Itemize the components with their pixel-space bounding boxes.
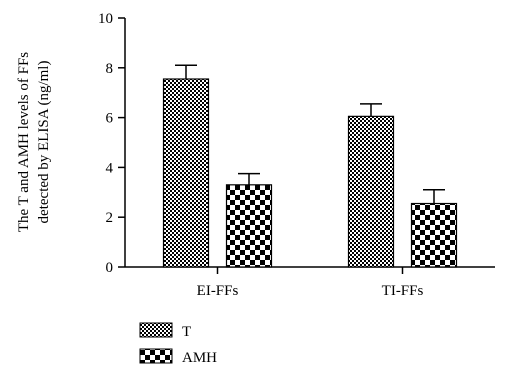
y-tick-label: 10 [98,11,113,27]
y-tick-label: 2 [106,210,114,226]
y-axis-title-line1: The T and AMH levels of FFs [16,52,32,232]
bar-t-ti-ffs [347,115,395,268]
bar-amh-ti-ffs [410,202,458,268]
y-tick-label: 6 [106,111,114,127]
x-category-label: EI-FFs [197,283,239,299]
y-axis-title-line2: detected by ELISA (ng/ml) [36,61,52,224]
x-category-label: TI-FFs [382,283,424,299]
y-tick-label: 0 [106,260,114,276]
bar-amh-ei-ffs [225,184,273,268]
bars [162,64,458,268]
x-ticks: EI-FFs TI-FFs [197,267,424,299]
legend-label-amh: AMH [182,350,217,366]
y-tick-label: 8 [106,61,114,77]
legend-label-t: T [182,324,191,340]
legend-swatch-amh [139,348,173,364]
bar-t-ei-ffs [162,78,210,268]
legend-swatch-t [139,322,173,338]
legend: T AMH [139,322,217,366]
y-axis-title: The T and AMH levels of FFs detected by … [16,52,52,232]
y-tick-label: 4 [106,160,114,176]
y-ticks: 0 2 4 6 8 10 [98,11,125,276]
